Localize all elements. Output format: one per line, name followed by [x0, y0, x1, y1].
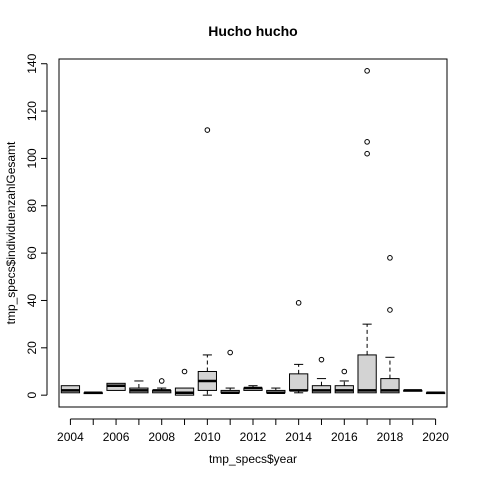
x-tick-label: 2014 [285, 430, 312, 444]
box-iqr [289, 373, 309, 391]
x-tick-label: 2004 [57, 430, 84, 444]
x-tick-label: 2020 [422, 430, 449, 444]
box-2005 [83, 391, 103, 395]
y-tick-label: 80 [25, 199, 39, 213]
x-axis-label: tmp_specs$year [209, 452, 297, 466]
outlier-point [318, 356, 325, 363]
box-2015 [311, 356, 332, 394]
x-tick-label: 2006 [103, 430, 130, 444]
box-2016 [334, 368, 354, 394]
outlier-point [295, 300, 302, 306]
box-2006 [106, 382, 126, 391]
x-tick-label: 2010 [194, 430, 221, 444]
x-tick-label: 2016 [331, 430, 358, 444]
box-iqr [357, 354, 377, 394]
outlier-point [364, 150, 370, 157]
y-axis: 0 20 40 60 80 100 120 140 [25, 53, 48, 399]
outlier-point [364, 139, 370, 145]
outlier-point [158, 378, 165, 384]
box-2020 [425, 391, 446, 395]
outlier-point [387, 307, 393, 313]
outlier-point [364, 68, 370, 74]
outlier-point [387, 255, 393, 261]
x-tick-label: 2012 [240, 430, 267, 444]
y-axis-label: tmp_specs$individuenzahlGesamt [4, 141, 18, 324]
box-2013 [266, 387, 286, 395]
box-2009 [174, 368, 195, 396]
chart-title: Hucho hucho [208, 23, 297, 39]
y-tick-label: 40 [25, 293, 39, 307]
y-tick-label: 60 [25, 246, 39, 260]
y-tick-label: 0 [25, 392, 39, 399]
box-2012 [243, 385, 263, 391]
y-tick-label: 100 [25, 148, 39, 168]
box-2019 [403, 389, 423, 392]
box-2014 [289, 300, 309, 394]
outlier-point [204, 127, 211, 133]
outlier-point [181, 368, 188, 375]
y-tick-label: 120 [25, 101, 39, 121]
y-tick-label: 140 [25, 53, 39, 73]
x-tick-label: 2008 [148, 430, 175, 444]
y-tick-label: 20 [25, 341, 39, 355]
outlier-point [341, 368, 348, 375]
x-tick-label: 2018 [377, 430, 404, 444]
box-2011 [220, 349, 240, 395]
boxes-group [60, 68, 446, 396]
box-2010 [197, 127, 217, 396]
outlier-point [227, 349, 233, 356]
box-2004 [60, 385, 81, 394]
box-2018 [380, 255, 400, 394]
box-2008 [152, 378, 172, 394]
box-2017 [357, 68, 377, 394]
x-axis: 2004 2006 2008 2010 2012 2014 2016 2018 2020 [57, 418, 449, 444]
plot-frame [58, 58, 448, 408]
box-2007 [129, 380, 149, 394]
